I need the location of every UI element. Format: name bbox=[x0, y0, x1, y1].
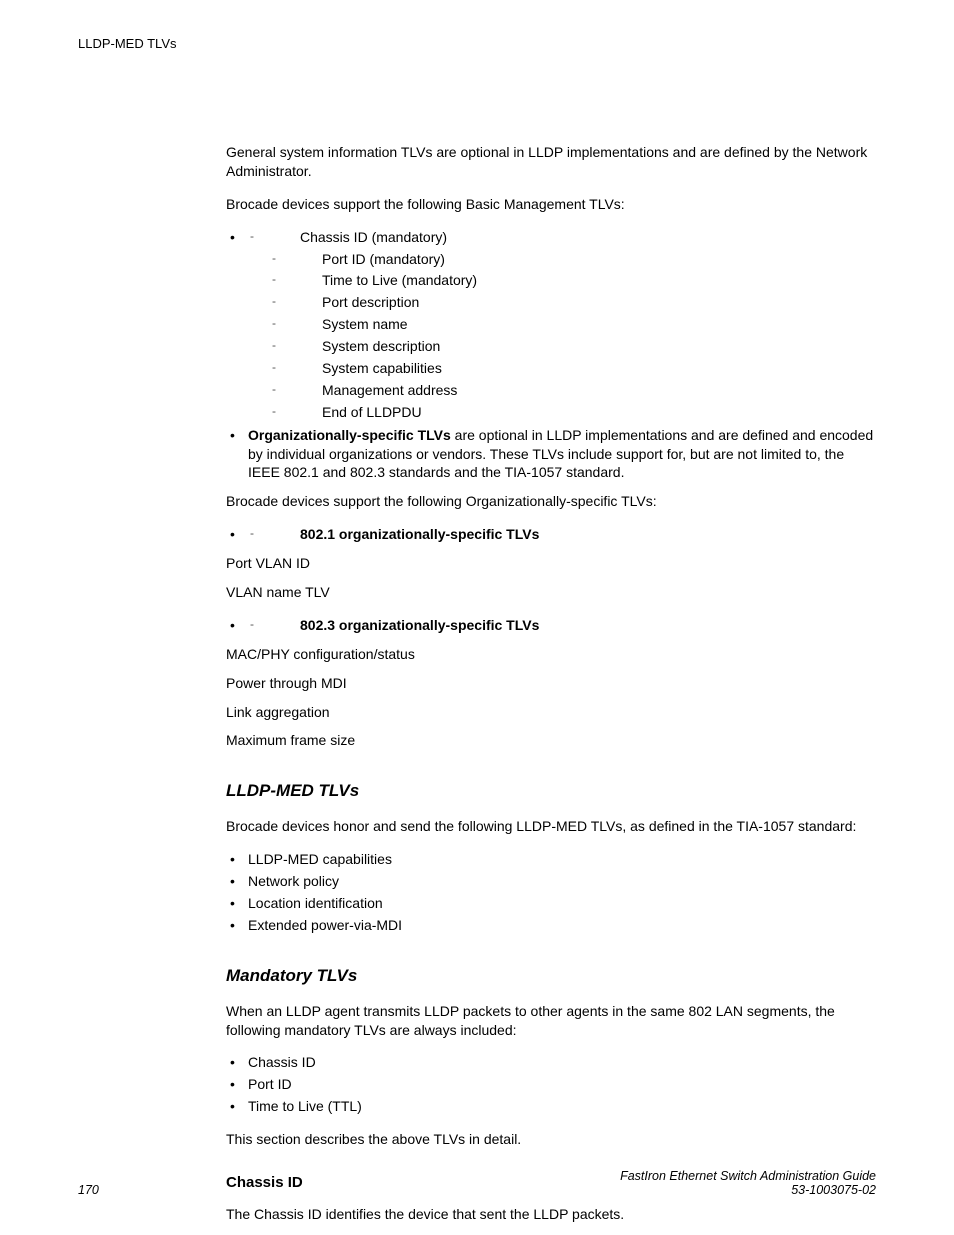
mandatory-item: Time to Live (TTL) bbox=[226, 1097, 876, 1116]
basic-tlv-group: Chassis ID (mandatory) Port ID (mandator… bbox=[226, 228, 876, 422]
mandatory-item: Chassis ID bbox=[226, 1053, 876, 1072]
footer-title: FastIron Ethernet Switch Administration … bbox=[620, 1169, 876, 1183]
document-page: LLDP-MED TLVs General system information… bbox=[0, 0, 954, 1235]
page-content: General system information TLVs are opti… bbox=[226, 143, 876, 1224]
org-8021-item: VLAN name TLV bbox=[226, 583, 876, 602]
basic-tlv-item: End of LLDPDU bbox=[248, 403, 876, 422]
footer-right: FastIron Ethernet Switch Administration … bbox=[620, 1169, 876, 1197]
org-8023-item: MAC/PHY configuration/status bbox=[226, 645, 876, 664]
basic-tlv-item: System capabilities bbox=[248, 359, 876, 378]
basic-tlv-item: Time to Live (mandatory) bbox=[248, 271, 876, 290]
org-specific-label: Organizationally-specific TLVs bbox=[248, 427, 451, 443]
intro-paragraph-2: Brocade devices support the following Ba… bbox=[226, 195, 876, 214]
org-8023-item: Maximum frame size bbox=[226, 731, 876, 750]
org-8023-label: 802.3 organizationally-specific TLVs bbox=[300, 617, 539, 633]
basic-tlv-item: Chassis ID (mandatory) bbox=[248, 228, 876, 247]
lldp-med-item: Location identification bbox=[226, 894, 876, 913]
mandatory-item: Port ID bbox=[226, 1075, 876, 1094]
org-8021-item: Port VLAN ID bbox=[226, 554, 876, 573]
footer-docnum: 53-1003075-02 bbox=[620, 1183, 876, 1197]
org-specific-bullet: Organizationally-specific TLVs are optio… bbox=[226, 426, 876, 483]
running-header: LLDP-MED TLVs bbox=[78, 36, 876, 51]
lldp-med-intro: Brocade devices honor and send the follo… bbox=[226, 817, 876, 836]
basic-tlv-item: Management address bbox=[248, 381, 876, 400]
lldp-med-item: Extended power-via-MDI bbox=[226, 916, 876, 935]
chassis-id-text: The Chassis ID identifies the device tha… bbox=[226, 1205, 876, 1224]
org-8023-item: Power through MDI bbox=[226, 674, 876, 693]
intro-paragraph-1: General system information TLVs are opti… bbox=[226, 143, 876, 181]
org-8021-header: 802.1 organizationally-specific TLVs bbox=[226, 525, 876, 544]
mandatory-outro: This section describes the above TLVs in… bbox=[226, 1130, 876, 1149]
lldp-med-item: Network policy bbox=[226, 872, 876, 891]
org-8023-item: Link aggregation bbox=[226, 703, 876, 722]
basic-tlv-item: System description bbox=[248, 337, 876, 356]
mandatory-intro: When an LLDP agent transmits LLDP packet… bbox=[226, 1002, 876, 1040]
basic-tlv-item: System name bbox=[248, 315, 876, 334]
mandatory-list: Chassis ID Port ID Time to Live (TTL) bbox=[226, 1053, 876, 1116]
org-8021-label: 802.1 organizationally-specific TLVs bbox=[300, 526, 539, 542]
basic-tlv-dashes: Chassis ID (mandatory) Port ID (mandator… bbox=[248, 228, 876, 422]
basic-tlv-item: Port description bbox=[248, 293, 876, 312]
org-intro-paragraph: Brocade devices support the following Or… bbox=[226, 492, 876, 511]
page-footer: 170 FastIron Ethernet Switch Administrat… bbox=[78, 1169, 876, 1197]
lldp-med-item: LLDP-MED capabilities bbox=[226, 850, 876, 869]
page-number: 170 bbox=[78, 1183, 99, 1197]
basic-tlv-item: Port ID (mandatory) bbox=[248, 250, 876, 269]
lldp-med-heading: LLDP-MED TLVs bbox=[226, 780, 876, 803]
lldp-med-list: LLDP-MED capabilities Network policy Loc… bbox=[226, 850, 876, 935]
mandatory-heading: Mandatory TLVs bbox=[226, 965, 876, 988]
org-8023-header: 802.3 organizationally-specific TLVs bbox=[226, 616, 876, 635]
basic-tlv-list: Chassis ID (mandatory) Port ID (mandator… bbox=[226, 228, 876, 483]
